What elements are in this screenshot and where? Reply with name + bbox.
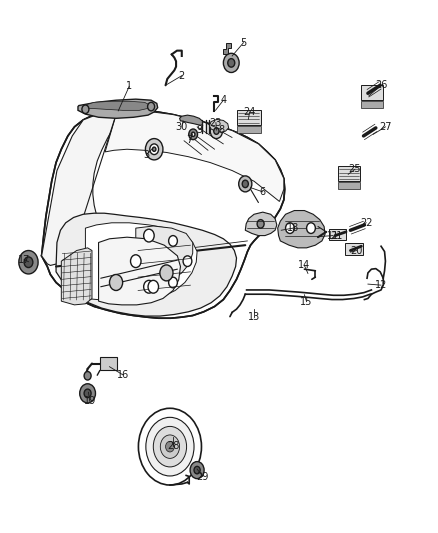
Text: 12: 12 [375,280,387,290]
Text: 17: 17 [18,255,30,264]
Circle shape [82,105,89,114]
Circle shape [169,277,177,288]
Bar [237,126,261,133]
Text: 22: 22 [360,218,372,228]
Circle shape [190,462,204,479]
Circle shape [189,129,198,140]
Circle shape [146,417,194,476]
Text: 27: 27 [379,122,392,132]
Text: 2: 2 [179,71,185,80]
Polygon shape [209,119,229,132]
Polygon shape [85,101,150,110]
Text: 1: 1 [126,82,132,91]
Circle shape [210,124,223,139]
Circle shape [307,223,315,233]
Bar [361,85,383,100]
Text: 21: 21 [331,231,343,240]
Circle shape [257,220,264,228]
Text: 25: 25 [349,165,361,174]
Circle shape [24,257,33,268]
Text: 30: 30 [176,122,188,132]
Polygon shape [61,248,92,305]
Text: 11: 11 [327,231,339,240]
Polygon shape [245,212,277,236]
Polygon shape [180,115,202,125]
Polygon shape [99,237,180,305]
Circle shape [286,223,294,233]
Circle shape [160,435,180,458]
Circle shape [152,147,156,151]
Circle shape [131,255,141,268]
Text: 26: 26 [375,80,387,90]
Circle shape [160,265,173,281]
Circle shape [183,256,192,266]
Bar [345,243,363,255]
Text: 19: 19 [84,397,96,406]
Text: 24: 24 [244,107,256,117]
Circle shape [110,274,123,290]
Circle shape [19,251,38,274]
Polygon shape [56,213,237,316]
Text: 20: 20 [350,246,363,255]
Circle shape [194,466,200,474]
Polygon shape [223,43,231,54]
Bar [361,101,383,108]
Circle shape [223,53,239,72]
Circle shape [166,441,174,452]
Bar [338,166,360,181]
Text: 7: 7 [187,135,193,144]
Circle shape [148,102,155,111]
Circle shape [191,132,195,136]
Text: 28: 28 [167,441,179,451]
Text: 6: 6 [260,187,266,197]
Text: 15: 15 [300,297,313,306]
Circle shape [214,128,219,134]
Circle shape [138,408,201,485]
Polygon shape [278,211,325,248]
Circle shape [148,280,159,293]
Circle shape [84,389,91,398]
Circle shape [145,139,163,160]
Text: 4: 4 [220,95,226,105]
Circle shape [228,59,235,67]
Circle shape [80,384,95,403]
Circle shape [239,176,252,192]
Text: 14: 14 [298,261,311,270]
Circle shape [242,180,248,188]
Text: 5: 5 [240,38,247,47]
Text: 18: 18 [287,223,299,233]
Text: 13: 13 [248,312,260,321]
Polygon shape [42,110,285,318]
Circle shape [84,372,91,380]
Polygon shape [78,99,158,118]
Text: 3: 3 [144,150,150,159]
Polygon shape [105,110,284,201]
Circle shape [150,144,159,155]
Polygon shape [136,226,193,296]
Circle shape [153,426,187,467]
Bar [100,357,117,370]
Text: 23: 23 [210,118,222,127]
Circle shape [144,229,154,242]
Text: 16: 16 [117,370,129,379]
Circle shape [169,236,177,246]
Text: 29: 29 [197,472,209,481]
Bar [329,229,346,240]
Bar [338,182,360,189]
Text: 9: 9 [197,125,203,134]
Circle shape [144,280,154,293]
Polygon shape [85,223,197,302]
Text: 8: 8 [218,125,224,134]
Bar [237,110,261,125]
Polygon shape [42,110,117,265]
